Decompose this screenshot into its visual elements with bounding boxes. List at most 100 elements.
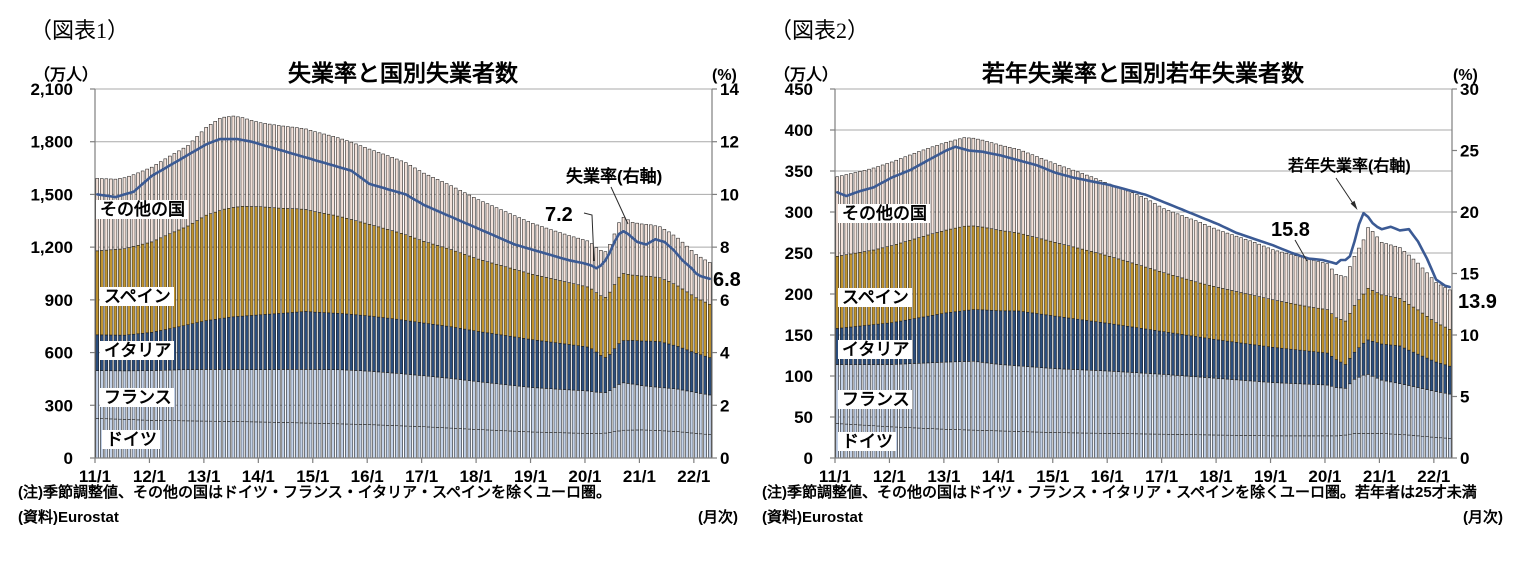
bar-segment (599, 250, 603, 297)
bar-segment (190, 140, 195, 224)
bar-segment (1257, 243, 1261, 297)
bar-segment (1021, 233, 1026, 312)
bar-segment (944, 361, 948, 430)
bar-segment (1411, 386, 1416, 436)
bar-segment (299, 422, 304, 459)
bar-segment (958, 138, 962, 228)
bar-segment (512, 336, 517, 386)
bar-segment (880, 247, 885, 324)
bar-segment (1370, 341, 1375, 377)
right-axis-tick-label: 10 (720, 185, 739, 204)
bar-segment (1057, 316, 1062, 370)
bar-segment (540, 276, 544, 342)
bar-segment (644, 385, 648, 431)
bar-segment (476, 258, 481, 332)
bar-segment (1370, 433, 1375, 459)
right-axis-tick-label: 5 (1460, 388, 1469, 407)
bar-segment (168, 233, 172, 329)
bar-segment (1334, 387, 1339, 437)
bar-segment (508, 384, 512, 432)
bar-segment (404, 162, 408, 236)
bar-segment (1016, 149, 1021, 234)
bar-segment (1343, 434, 1348, 459)
bar-segment (662, 430, 667, 459)
bar-segment (1330, 435, 1334, 459)
bar-segment (1316, 435, 1320, 459)
bar-segment (567, 282, 571, 345)
bar-segment (1243, 293, 1248, 344)
bar-segment (944, 142, 948, 231)
bar-segment (1153, 269, 1157, 331)
figure2-source: (資料)Eurostat (762, 508, 863, 526)
bar-segment (1275, 347, 1280, 384)
bar-segment (1307, 435, 1311, 459)
bar-segment (649, 224, 653, 277)
bar-segment (499, 383, 503, 431)
right-axis-tick-label: 30 (1460, 80, 1479, 99)
x-axis-tick-label: 19/1 (514, 467, 547, 486)
bar-segment (680, 431, 685, 459)
bar-segment (1393, 245, 1398, 298)
bar-segment (1348, 312, 1352, 359)
bar-segment (1139, 433, 1143, 459)
bar-segment (1198, 376, 1202, 436)
bar-segment (689, 294, 694, 352)
bar-segment (345, 369, 349, 425)
bar-segment (231, 115, 236, 208)
bar-segment (331, 136, 335, 216)
bar-segment (335, 369, 340, 425)
figure2-tag: （図表2） (770, 18, 869, 43)
bar-segment (367, 148, 372, 225)
bar-segment (1339, 319, 1343, 363)
bar-segment (385, 317, 390, 373)
x-axis-tick-label: 13/1 (187, 467, 220, 486)
bar-segment (531, 274, 535, 341)
bar-segment (263, 314, 267, 370)
bar-segment (394, 425, 399, 459)
bar-segment (1225, 434, 1230, 459)
bar-segment (181, 227, 186, 326)
bar-segment (1438, 324, 1443, 364)
bar-segment (967, 429, 971, 459)
bar-segment (290, 208, 295, 313)
bar-segment (276, 369, 281, 423)
bar-segment (1134, 433, 1139, 459)
bar-segment (1198, 434, 1202, 459)
bar-segment (1271, 382, 1275, 437)
bar-segment (1203, 337, 1207, 378)
bar-segment (989, 142, 994, 230)
bar-segment (1271, 347, 1275, 383)
bar-segment (385, 155, 390, 230)
bar-segment (1280, 251, 1284, 302)
bar-segment (698, 299, 703, 356)
bar-segment (1139, 328, 1143, 374)
bar-segment (1153, 373, 1157, 435)
bar-segment (1094, 178, 1098, 253)
bar-segment (1280, 435, 1284, 459)
bar-segment (1044, 432, 1048, 459)
bar-segment (1271, 435, 1275, 459)
bar-segment (571, 432, 576, 459)
bar-segment (948, 228, 953, 313)
bar-segment (926, 234, 930, 317)
bar-segment (204, 369, 208, 422)
bar-segment (1153, 433, 1157, 459)
bar-segment (635, 222, 639, 276)
bar-segment (435, 324, 440, 378)
bar-segment (1021, 431, 1026, 459)
left-axis-tick-label: 1,500 (30, 185, 73, 204)
bar-segment (435, 245, 440, 326)
bar-segment (1171, 332, 1175, 376)
bar-segment (304, 311, 308, 370)
bar-segment (939, 143, 944, 232)
bar-segment (281, 312, 286, 370)
bar-segment (1012, 310, 1016, 366)
bar-segment (1311, 435, 1316, 459)
bar-segment (399, 319, 403, 374)
bar-segment (1248, 343, 1252, 382)
bar-segment (1398, 434, 1402, 459)
bar-segment (1352, 351, 1357, 380)
bar-segment (576, 432, 580, 459)
bar-segment (571, 283, 576, 346)
bar-segment (685, 291, 689, 351)
